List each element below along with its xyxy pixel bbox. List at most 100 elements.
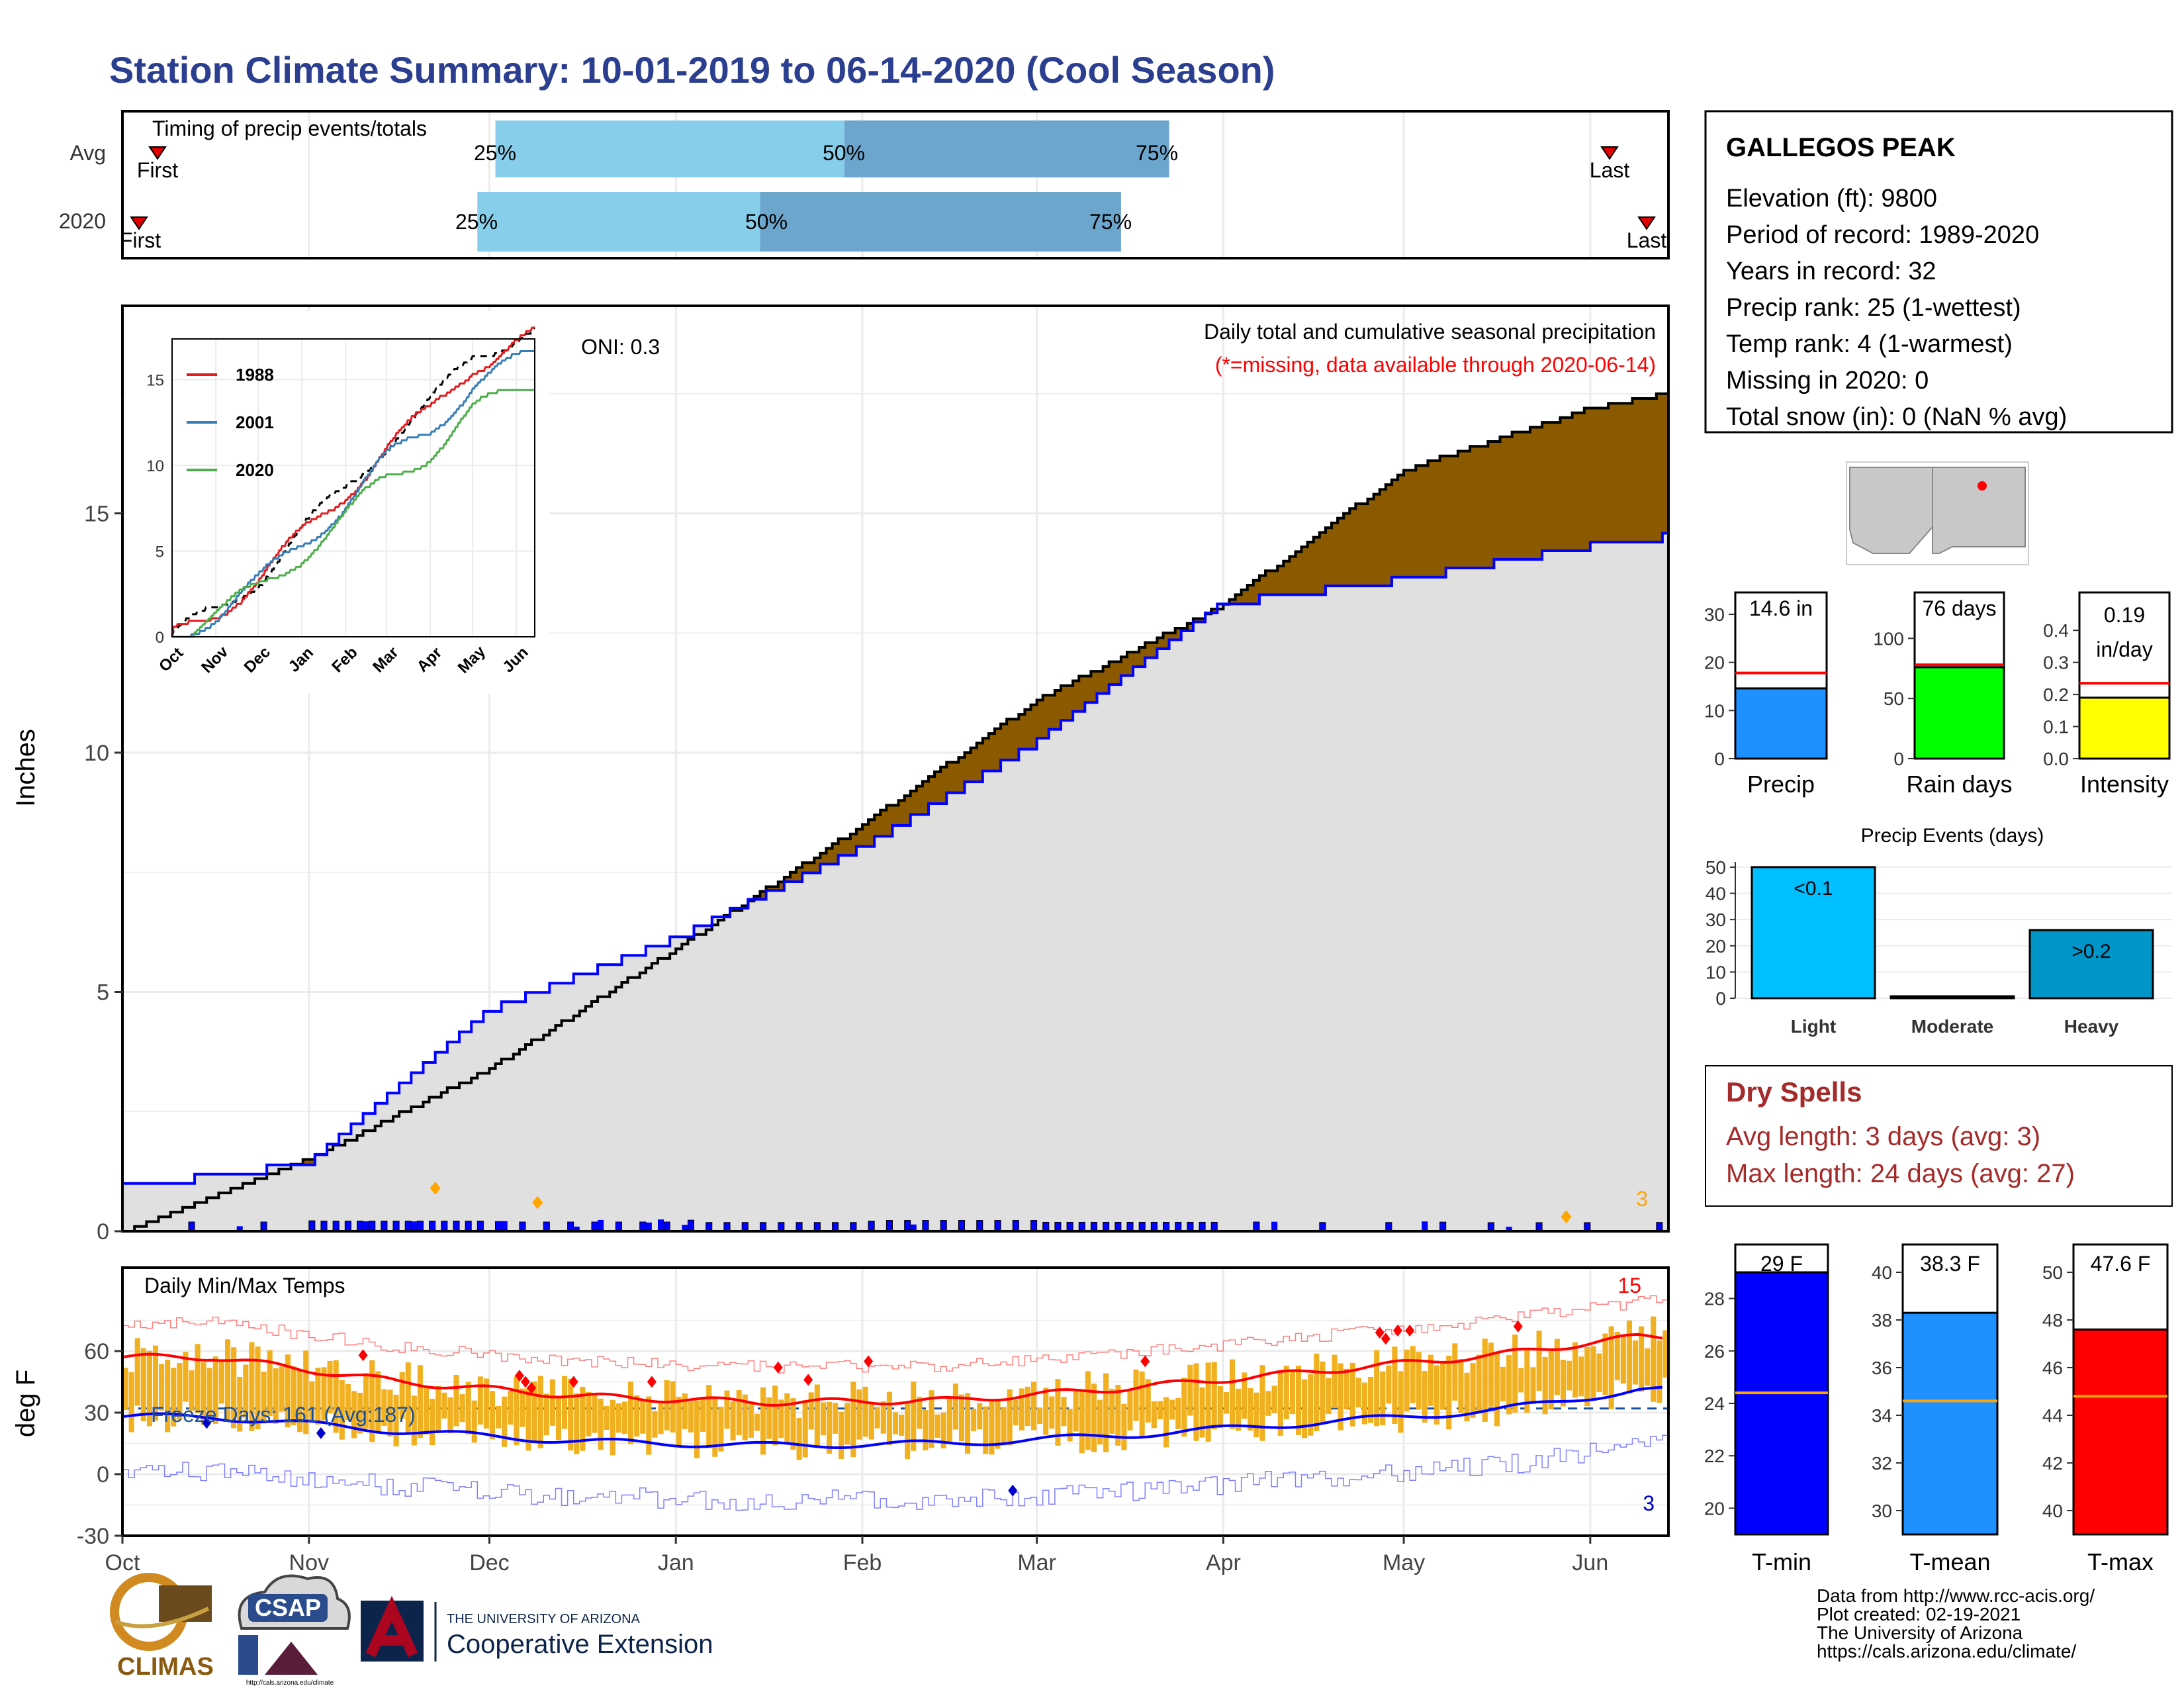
daily-precip-bar [381, 1221, 388, 1232]
daily-temp-bar [183, 1352, 189, 1402]
daily-temp-bar [742, 1394, 748, 1440]
precip-departure-segment [1355, 504, 1363, 586]
daily-temp-bar [790, 1398, 796, 1450]
precip-departure-segment [1572, 412, 1579, 551]
temp-summary-bars: 20 22 24 26 28 29 F T-min 30 32 34 36 38 40 38.3 F T-m… [1704, 1243, 2169, 1575]
avg-min-line [122, 1385, 1663, 1450]
precip-departure-segment [1548, 422, 1555, 551]
daily-temp-bar [652, 1411, 658, 1438]
mini-bar-value: 14.6 in [1749, 596, 1813, 620]
events-ytick-label: 0 [1715, 988, 1726, 1009]
daily-temp-bar [1596, 1353, 1602, 1392]
daily-temp-bar [1019, 1388, 1024, 1430]
events-category-label: Heavy [2064, 1016, 2119, 1037]
daily-temp-bar [363, 1373, 369, 1429]
daily-precip-bar [320, 1221, 328, 1232]
freeze-days: Freeze Days: 161 (Avg:187) [151, 1403, 416, 1427]
daily-temp-bar [826, 1401, 833, 1454]
daily-temp-bar [1398, 1371, 1404, 1433]
locator-map [1846, 461, 2029, 565]
climas-logo: CLIMAS [110, 1573, 214, 1681]
daily-temp-bar [658, 1402, 664, 1434]
record-high-marker [520, 1376, 530, 1388]
daily-precip-bar [645, 1222, 652, 1231]
daily-temp-bar [1085, 1371, 1091, 1450]
page-title: Station Climate Summary: 10-01-2019 to 0… [109, 49, 1275, 91]
daily-temp-bar [621, 1401, 628, 1434]
precip-departure-segment [1361, 504, 1369, 586]
daily-temp-bar [387, 1389, 393, 1437]
csap-logo: CSAP http://cals.arizona.edu/climate [238, 1574, 351, 1687]
daily-temp-bar [820, 1402, 826, 1436]
daily-precip-bar [1150, 1221, 1158, 1232]
y2020-last-label: Last [1627, 228, 1667, 252]
precip-caption: Daily total and cumulative seasonal prec… [1204, 320, 1656, 344]
precip-departure-segment [1115, 661, 1122, 685]
daily-temp-bar [1277, 1371, 1283, 1436]
missing-day-marker [1561, 1210, 1572, 1224]
daily-precip-bar [441, 1221, 448, 1232]
precip-departure-segment [1470, 446, 1477, 569]
daily-temp-bar [1289, 1371, 1295, 1415]
daily-precip-bar [976, 1220, 983, 1232]
precip-departure-segment [1319, 532, 1326, 595]
temp-panel: -30 0 30 60 Oct Nov Dec Jan Feb Mar Apr May Jun deg… [11, 1266, 1670, 1575]
daily-precip-bar [1103, 1221, 1110, 1232]
csap-logo-text: CSAP [255, 1594, 321, 1621]
precip-departure-segment [1608, 403, 1615, 542]
daily-temp-bar [189, 1370, 195, 1411]
events-ytick-label: 20 [1706, 936, 1726, 957]
precip-departure-segment [302, 1159, 310, 1165]
precip-ytick-label: 15 [84, 502, 109, 527]
month-label: Dec [469, 1550, 509, 1575]
daily-temp-bar [405, 1362, 411, 1434]
daily-temp-bar [712, 1396, 718, 1457]
daily-temp-bar [1518, 1368, 1524, 1393]
mini-bar-value: 76 days [1922, 596, 1996, 620]
daily-temp-bar [159, 1364, 165, 1411]
mini-bar-intensity [2078, 696, 2171, 760]
daily-temp-bar [839, 1411, 844, 1459]
daily-temp-bar [952, 1383, 958, 1430]
daily-precip-bar [994, 1220, 1001, 1232]
mini-bar-tick-label: 50 [1884, 688, 1904, 709]
daily-temp-bar [357, 1392, 363, 1434]
daily-temp-bar [1097, 1399, 1103, 1445]
daily-temp-bar [520, 1388, 525, 1427]
temp-count-bottom: 3 [1643, 1491, 1655, 1515]
precip-departure-segment [1289, 556, 1297, 595]
daily-temp-bar [525, 1387, 531, 1451]
month-label: Jan [658, 1550, 694, 1575]
precip-departure-segment [1560, 417, 1567, 551]
daily-temp-bar [477, 1376, 483, 1425]
station-line-elevation: Elevation (ft): 9800 [1726, 185, 1937, 212]
daily-temp-bar [1422, 1370, 1428, 1423]
precip-departure-segment [1602, 408, 1609, 542]
station-name: GALLEGOS PEAK [1726, 133, 1956, 162]
avg-cumulative-line [122, 392, 1668, 1233]
precip-ytick-label: 0 [97, 1219, 109, 1244]
daily-precip-bar [1162, 1221, 1170, 1232]
daily-temp-bar [1458, 1359, 1464, 1413]
precip-departure-segment [1109, 661, 1116, 685]
precip-departure-segment [850, 833, 857, 856]
precip-departure-segment [1367, 498, 1375, 586]
precip-departure-segment [946, 762, 953, 793]
daily-temp-bar [1242, 1372, 1248, 1419]
daily-temp-bar [1355, 1378, 1361, 1408]
daily-temp-bar [1602, 1333, 1608, 1395]
daily-temp-bar [862, 1386, 868, 1437]
station-line-snow: Total snow (in): 0 (NaN % avg) [1726, 403, 2067, 431]
precip-departure-segment [970, 747, 978, 782]
daily-temp-bar [212, 1356, 218, 1424]
daily-temp-bar [580, 1386, 586, 1451]
precip-departure-segment [874, 814, 881, 837]
daily-precip-bar [1012, 1220, 1019, 1232]
daily-temp-bar [706, 1385, 712, 1448]
precip-departure-segment [1001, 724, 1007, 761]
precip-departure-segment [1175, 628, 1182, 640]
mini-bar-tick-label: 0 [1714, 749, 1725, 769]
record-high-marker [527, 1382, 537, 1394]
mini-bar-value: 0.19 [2104, 603, 2145, 627]
